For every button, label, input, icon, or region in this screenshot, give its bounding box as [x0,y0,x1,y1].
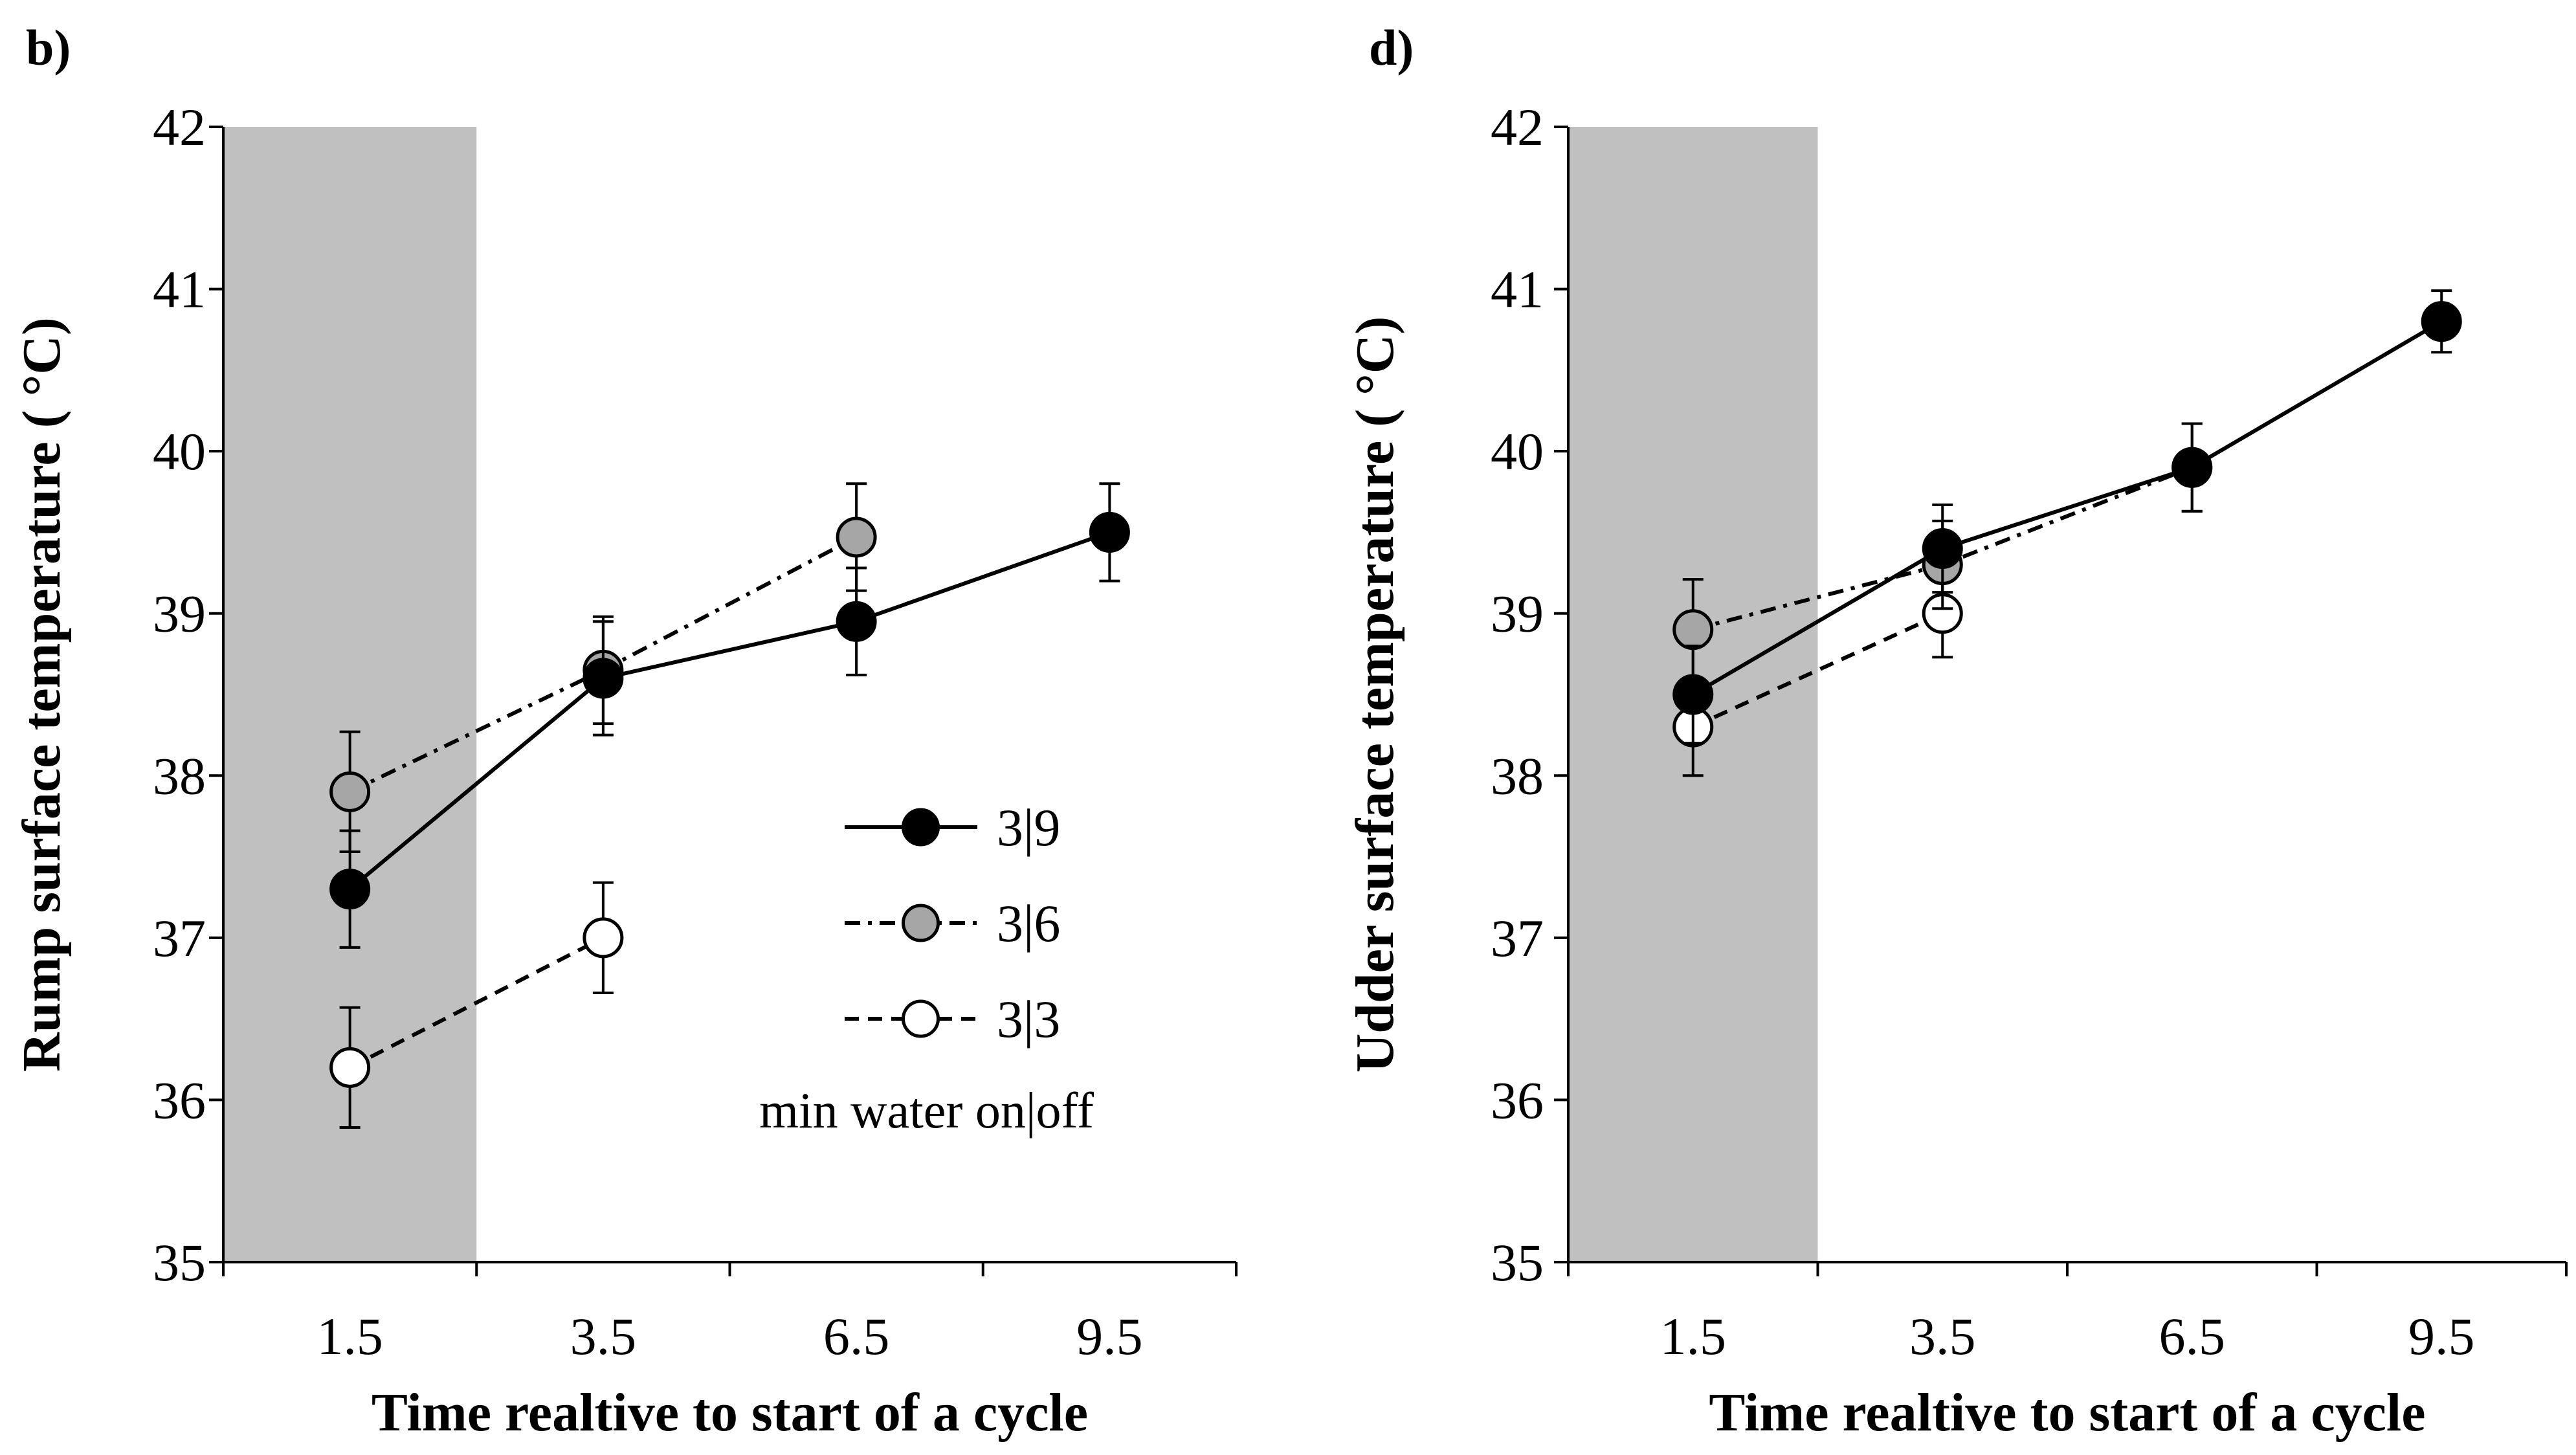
y-axis-title: Udder surface temperature ( °C) [1345,317,1405,1073]
series-layer [1672,289,2462,777]
series-3-9 [1672,289,2462,745]
data-point [1672,674,1714,715]
x-tick-label: 9.5 [2408,1307,2475,1366]
x-axis-title: Time realtive to start of a cycle [1709,1383,2425,1443]
panel-b: 35 36 37 38 39 40 41 42 1.5 3.5 6.5 9.5 b) Time rea… [12,19,1238,1443]
legend-marker [902,904,940,942]
y-tick-label: 42 [153,98,206,157]
y-tick-label: 40 [153,422,206,481]
panel-d: 35 36 37 38 39 40 41 42 1.5 3.5 6.5 9.5 d) Time rea… [1345,19,2568,1443]
axes: 35 36 37 38 39 40 41 42 1.5 3.5 6.5 9.5 [153,98,1238,1366]
y-tick-label: 36 [1491,1071,1544,1129]
data-point [329,1047,371,1088]
x-tick-label: 9.5 [1076,1307,1143,1366]
data-point [1922,528,1963,569]
data-point [329,869,371,910]
y-tick-label: 37 [153,909,206,968]
data-point [836,601,877,642]
legend-note: min water on|off [759,1082,1094,1138]
y-tick-label: 37 [1491,909,1544,968]
y-tick-label: 36 [153,1071,206,1129]
x-tick-label: 6.5 [823,1307,890,1366]
data-point [1089,511,1130,553]
y-tick-label: 41 [153,260,206,319]
x-tick-label: 3.5 [1909,1307,1976,1366]
y-tick-label: 35 [153,1233,206,1292]
data-point [583,917,624,959]
legend: 3|9 3|6 3|3 [845,798,1060,1049]
series-line [349,936,605,1069]
y-tick-label: 39 [1491,584,1544,643]
x-tick-label: 1.5 [316,1307,383,1366]
axes: 35 36 37 38 39 40 41 42 1.5 3.5 6.5 9.5 [1491,98,2568,1366]
data-point [2171,447,2213,488]
series-line [1692,320,2443,696]
x-tick-label: 6.5 [2159,1307,2226,1366]
series-3-9 [329,482,1130,949]
series-line [348,530,1111,891]
legend-label: 3|3 [997,990,1060,1049]
y-axis-title: Rump surface temperature ( °C) [12,317,72,1072]
y-tick-label: 42 [1491,98,1544,157]
y-tick-label: 35 [1491,1233,1544,1292]
y-tick-label: 40 [1491,422,1544,481]
data-point [1672,609,1714,650]
data-point [836,516,877,558]
y-tick-label: 41 [1491,260,1544,319]
legend-label: 3|6 [997,894,1060,953]
data-point [2421,301,2462,342]
series-3-3 [329,881,624,1129]
y-tick-label: 38 [153,746,206,805]
legend-label: 3|9 [997,798,1060,857]
x-tick-label: 1.5 [1660,1307,1727,1366]
panel-label: b) [26,19,71,76]
y-tick-label: 38 [1491,746,1544,805]
x-tick-label: 3.5 [570,1307,637,1366]
y-tick-label: 39 [153,584,206,643]
legend-marker [902,808,940,847]
data-point [583,658,624,699]
series-layer [329,482,1130,1129]
panel-label: d) [1369,19,1414,76]
data-point [329,771,371,812]
x-axis-title: Time realtive to start of a cycle [372,1383,1088,1443]
legend-marker [902,999,940,1038]
